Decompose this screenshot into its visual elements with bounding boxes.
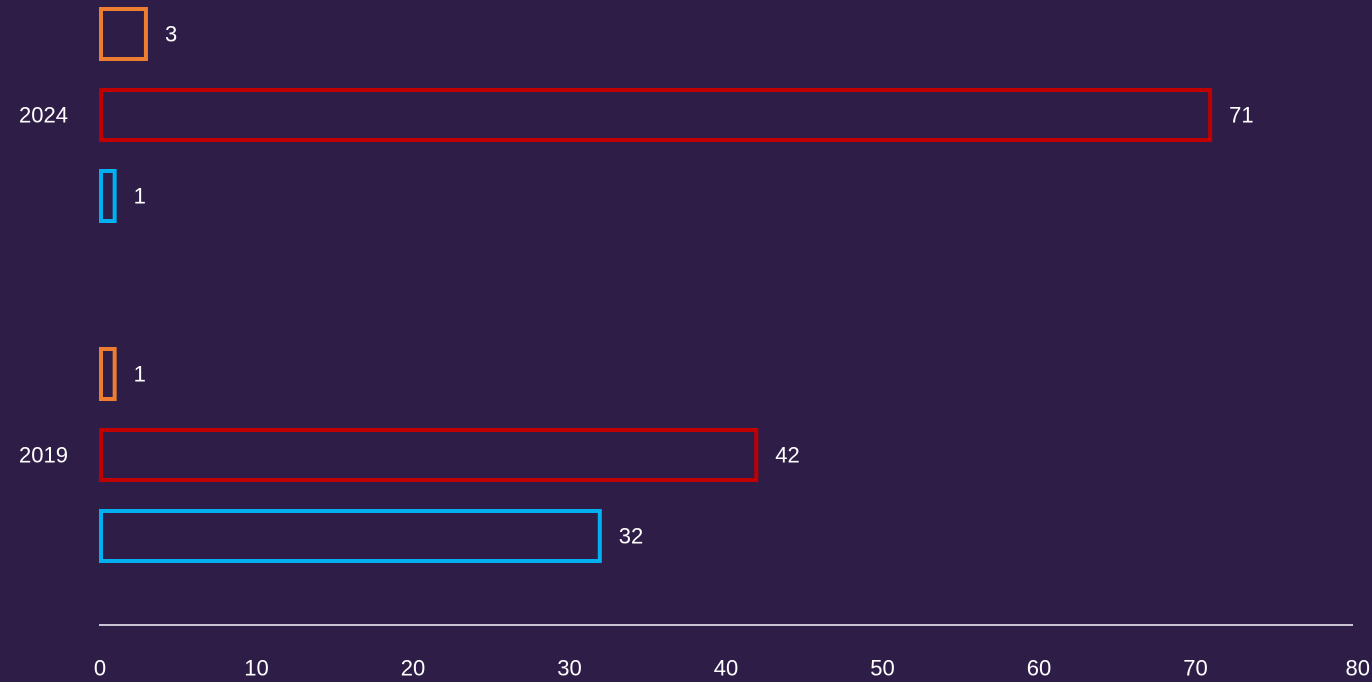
category-label-2019: 2019 [19,443,68,468]
x-tick-label-50: 50 [870,656,894,681]
x-tick-label-40: 40 [714,656,738,681]
x-tick-label-70: 70 [1183,656,1207,681]
data-label-2024-series-3: 1 [134,184,146,209]
bar-2024-series-2 [99,88,1213,142]
data-label-2019-series-2: 42 [775,443,799,468]
bar-2024-series-1 [99,7,148,61]
x-tick-label-80: 80 [1346,656,1370,681]
bar-2019-series-3 [99,509,602,563]
x-tick-label-10: 10 [244,656,268,681]
category-labels: 2024 2019 [19,103,68,468]
bar-2024-series-3 [99,169,117,223]
x-tick-label-60: 60 [1027,656,1051,681]
data-label-2024-series-1: 3 [165,22,177,47]
category-label-2024: 2024 [19,103,68,128]
x-tick-labels: 0 10 20 30 40 50 60 70 80 [94,656,1370,681]
bar-2019-series-1 [99,347,117,401]
data-label-2024-series-2: 71 [1229,103,1253,128]
bar-2019-series-2 [99,428,759,482]
x-tick-label-20: 20 [401,656,425,681]
bars-group: 3 71 1 1 42 32 [99,7,1254,563]
x-tick-label-0: 0 [94,656,106,681]
x-tick-label-30: 30 [557,656,581,681]
data-label-2019-series-3: 32 [619,524,643,549]
data-label-2019-series-1: 1 [134,362,146,387]
